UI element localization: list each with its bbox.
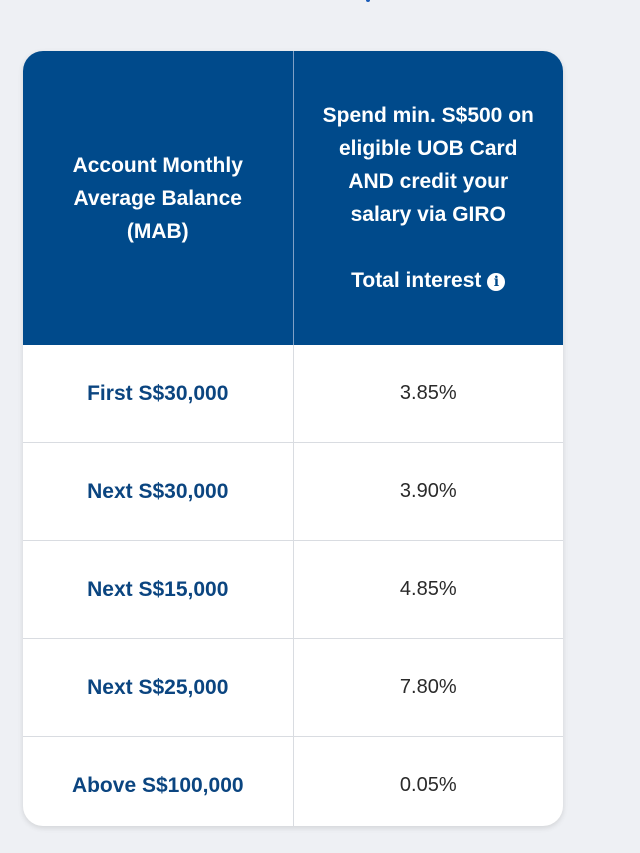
total-interest-label: Total interest	[351, 269, 482, 292]
rate-cell: 3.85%	[399, 382, 457, 404]
header-condition-line: salary via GIRO	[350, 203, 506, 226]
header-condition-line: eligible UOB Card	[338, 137, 518, 160]
header-condition-line: AND credit your	[348, 170, 509, 193]
header-total-interest: Spend min. S$500 on eligible UOB Card AN…	[293, 51, 563, 345]
info-icon[interactable]: i	[487, 273, 506, 291]
tier-cell: Above S$100,000	[23, 736, 294, 826]
tier-cell: Next S$30,000	[23, 442, 294, 541]
header-spacer	[323, 231, 534, 264]
rate-cell: 4.85%	[293, 540, 563, 639]
tier-cell: Next S$25,000	[23, 638, 294, 737]
table-row: Next S$30,000 3.90%	[23, 442, 563, 541]
table-row: Next S$15,000 4.85%	[23, 540, 563, 639]
header-account-mab: Account Monthly Average Balance (MAB)	[23, 51, 294, 345]
table-row: Above S$100,000 0.05%	[23, 736, 563, 826]
rate-cell: 3.90%	[293, 442, 563, 541]
tier-cell: Next S$15,000	[23, 540, 294, 639]
interest-rate-table-card: Account Monthly Average Balance (MAB) Sp…	[23, 51, 563, 826]
rate-cell: 0.05%	[293, 736, 563, 826]
tier-cell: First S$30,000	[23, 345, 294, 443]
header-condition-line: Spend min. S$500 on	[322, 104, 534, 127]
header-mab-line: Account Monthly	[72, 153, 243, 177]
table-header-row: Account Monthly Average Balance (MAB) Sp…	[23, 51, 563, 345]
rate-cell: 7.80%	[293, 638, 563, 737]
header-mab-line: Average Balance	[73, 186, 242, 210]
table-row: Next S$25,000 7.80%	[23, 638, 563, 737]
table-row: First S$30,000 3.85%	[23, 345, 563, 443]
header-mab-line: (MAB)	[126, 219, 189, 243]
cropped-text-fragment	[366, 0, 370, 2]
interest-rate-table: Account Monthly Average Balance (MAB) Sp…	[23, 51, 563, 826]
